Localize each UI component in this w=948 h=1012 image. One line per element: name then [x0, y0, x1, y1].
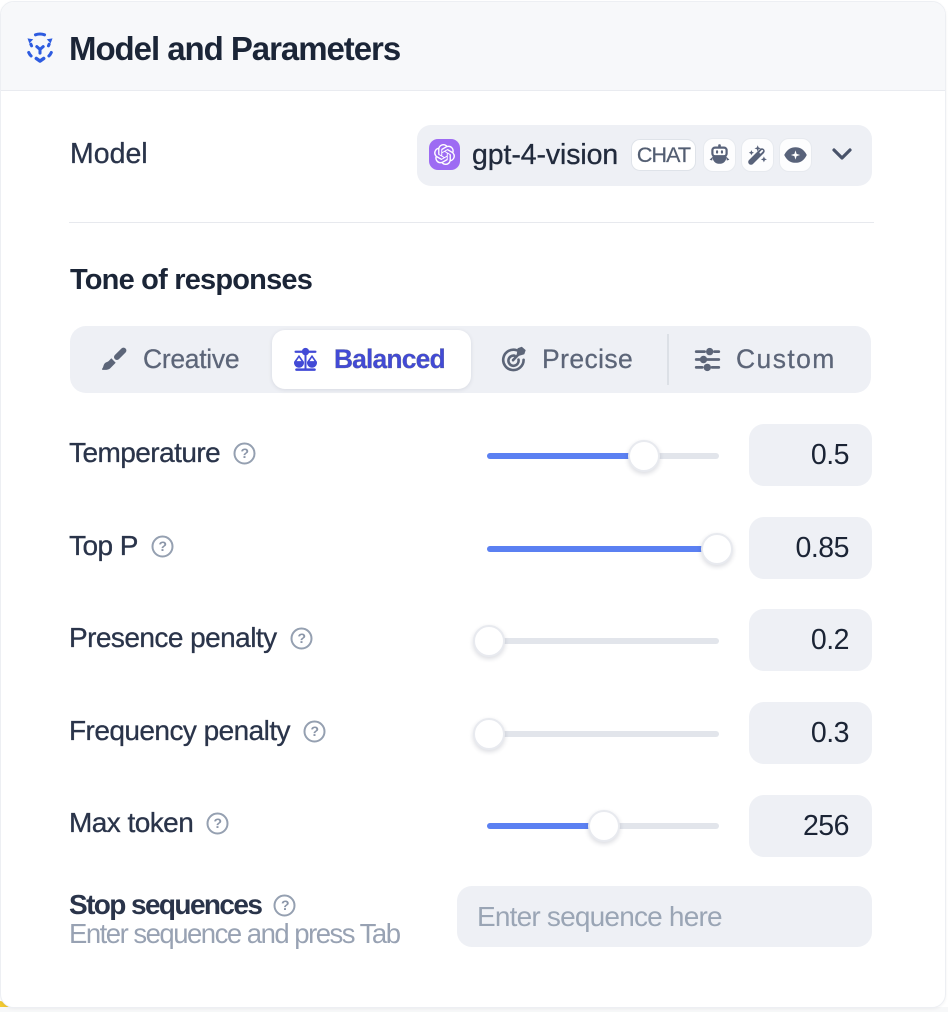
svg-text:?: ?: [158, 538, 166, 554]
svg-text:?: ?: [281, 897, 289, 913]
svg-text:?: ?: [241, 445, 249, 461]
svg-text:?: ?: [311, 723, 319, 739]
svg-text:?: ?: [297, 630, 305, 646]
svg-text:?: ?: [214, 815, 222, 831]
